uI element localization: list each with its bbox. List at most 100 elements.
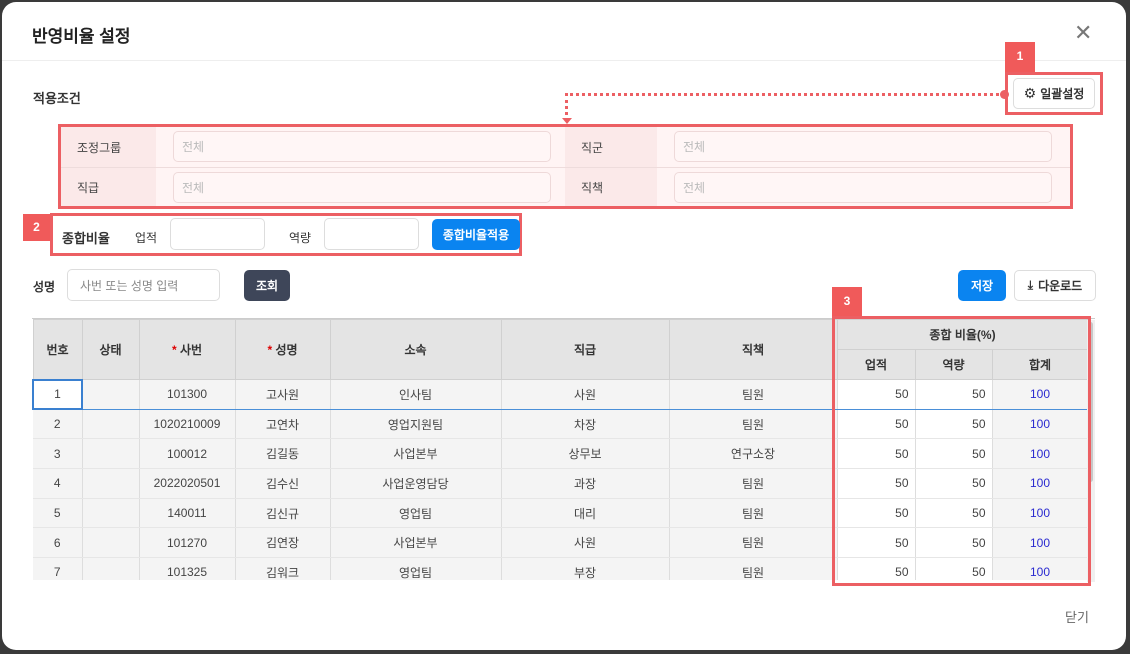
col-header-total: 합계: [991, 349, 1089, 380]
cond-divider: [61, 167, 1070, 168]
cell-dept: 사업본부: [330, 438, 502, 470]
cell-competency[interactable]: 50: [915, 379, 993, 410]
cell-dept: 영업팀: [330, 557, 502, 580]
cell-name: 김신규: [235, 498, 331, 529]
cell-dept: 인사팀: [330, 379, 502, 410]
cell-position: 팀원: [669, 498, 838, 529]
cell-emp-no: 101325: [139, 557, 236, 580]
cell-position: 팀원: [669, 379, 838, 410]
cell-status: [82, 438, 140, 470]
cell-competency[interactable]: 50: [915, 438, 993, 470]
cell-performance[interactable]: 50: [837, 468, 916, 499]
cell-grade: 차장: [501, 409, 670, 440]
cell-total: 100: [992, 527, 1089, 559]
cell-position: 팀원: [669, 409, 838, 440]
close-button[interactable]: 닫기: [1065, 610, 1089, 625]
cell-name: 고사원: [235, 379, 331, 410]
annotation-box-2: [50, 213, 522, 256]
cell-no: 2: [33, 409, 83, 440]
cell-emp-no: 2022020501: [139, 468, 236, 499]
cell-performance[interactable]: 50: [837, 557, 916, 580]
cell-total: 100: [992, 438, 1089, 470]
performance-ratio-input[interactable]: [170, 218, 265, 250]
name-search-label: 성명: [33, 280, 56, 294]
annotation-box-3: [832, 316, 1091, 586]
connector-arrow-icon: [562, 118, 572, 124]
col-header-emp-no-label: 사번: [179, 343, 203, 357]
col-header-grade: 직급: [500, 319, 670, 380]
cell-competency[interactable]: 50: [915, 468, 993, 499]
performance-label: 업적: [135, 231, 158, 245]
cell-status: [82, 379, 140, 410]
cell-performance[interactable]: 50: [837, 409, 916, 440]
col-header-ratio-group: 종합 비율(%): [836, 319, 1089, 350]
cell-position: 팀원: [669, 527, 838, 559]
cell-name: 고연차: [235, 409, 331, 440]
cell-emp-no: 101270: [139, 527, 236, 559]
apply-ratio-button[interactable]: 종합비율적용: [432, 219, 520, 250]
table-row[interactable]: 1 101300 고사원 인사팀 사원 팀원 50 50 100: [32, 378, 1089, 411]
annotation-badge-2: 2: [23, 214, 50, 241]
cell-no: 1: [32, 378, 83, 411]
cell-competency[interactable]: 50: [915, 409, 993, 440]
gear-icon: ⚙: [1023, 85, 1037, 101]
cell-status: [82, 409, 140, 440]
employee-table: 번호 상태 * 사번 * 성명 소속 직급 직책 종합 비율(%) 업적 역량 …: [32, 318, 1095, 580]
table-row[interactable]: 4 2022020501 김수신 사업운영담당 과장 팀원 50 50 100: [33, 468, 1089, 499]
grade-input[interactable]: 전체: [173, 172, 551, 203]
cell-emp-no: 1020210009: [139, 409, 236, 440]
cell-grade: 사원: [501, 379, 670, 410]
job-family-input[interactable]: 전체: [674, 131, 1052, 162]
cell-total: 100: [992, 557, 1089, 580]
cell-no: 3: [33, 438, 83, 470]
cell-competency[interactable]: 50: [915, 557, 993, 580]
cell-competency[interactable]: 50: [915, 527, 993, 559]
table-row[interactable]: 7 101325 김워크 영업팀 부장 팀원 50 50 100: [33, 557, 1089, 580]
cell-performance[interactable]: 50: [837, 438, 916, 470]
download-button[interactable]: ⤓ 다운로드: [1014, 270, 1096, 301]
cell-grade: 부장: [501, 557, 670, 580]
col-header-performance: 업적: [836, 349, 916, 380]
cell-status: [82, 468, 140, 499]
cell-performance[interactable]: 50: [837, 498, 916, 529]
cell-grade: 상무보: [501, 438, 670, 470]
cell-performance[interactable]: 50: [837, 379, 916, 410]
cell-competency[interactable]: 50: [915, 498, 993, 529]
cell-performance[interactable]: 50: [837, 527, 916, 559]
cond-label-group: 조정그룹: [61, 127, 156, 167]
cell-grade: 사원: [501, 527, 670, 559]
cell-position: 팀원: [669, 468, 838, 499]
table-row[interactable]: 2 1020210009 고연차 영업지원팀 차장 팀원 50 50 100: [33, 409, 1089, 440]
col-header-emp-no[interactable]: * 사번: [138, 319, 236, 380]
cell-emp-no: 100012: [139, 438, 236, 470]
cell-no: 6: [33, 527, 83, 559]
adjust-group-input[interactable]: 전체: [173, 131, 551, 162]
table-row[interactable]: 6 101270 김연장 사업본부 사원 팀원 50 50 100: [33, 527, 1089, 559]
required-mark: *: [267, 343, 273, 357]
cell-status: [82, 498, 140, 529]
cell-dept: 영업팀: [330, 498, 502, 529]
bulk-settings-label: 일괄설정: [1040, 87, 1085, 101]
bulk-settings-button[interactable]: ⚙ 일괄설정: [1013, 78, 1095, 109]
required-mark: *: [171, 343, 177, 357]
cell-position: 팀원: [669, 557, 838, 580]
conditions-box: 조정그룹 전체 직군 전체 직급 전체 직책 전체: [58, 124, 1073, 209]
position-input[interactable]: 전체: [674, 172, 1052, 203]
close-icon[interactable]: ✕: [1074, 20, 1093, 45]
col-header-name[interactable]: * 성명: [234, 319, 331, 380]
cell-emp-no: 101300: [139, 379, 236, 410]
download-label: 다운로드: [1038, 279, 1083, 293]
table-row[interactable]: 5 140011 김신규 영업팀 대리 팀원 50 50 100: [33, 498, 1089, 529]
annotation-badge-1: 1: [1005, 42, 1035, 72]
competency-label: 역량: [289, 231, 312, 245]
name-search-input[interactable]: 사번 또는 성명 입력: [67, 269, 220, 301]
competency-ratio-input[interactable]: [324, 218, 419, 250]
search-button[interactable]: 조회: [244, 270, 290, 301]
dialog-title: 반영비율 설정: [32, 27, 131, 46]
table-row[interactable]: 3 100012 김길동 사업본부 상무보 연구소장 50 50 100: [33, 438, 1089, 470]
cell-total: 100: [992, 379, 1089, 410]
col-header-no: 번호: [32, 319, 83, 380]
save-button[interactable]: 저장: [958, 270, 1006, 301]
cell-status: [82, 557, 140, 580]
download-icon: ⤓: [1027, 278, 1034, 292]
